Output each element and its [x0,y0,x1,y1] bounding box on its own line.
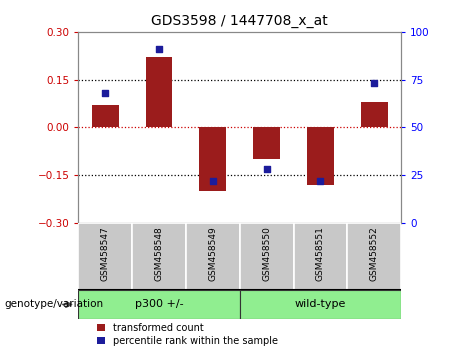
Point [155,46,163,52]
Bar [240,223,294,290]
Point [263,167,270,172]
Bar [253,127,280,159]
Bar [307,127,334,185]
Text: GSM458551: GSM458551 [316,227,325,281]
Text: GSM458549: GSM458549 [208,227,217,281]
Text: GSM458547: GSM458547 [101,227,110,281]
Bar [240,290,401,319]
Bar [294,223,347,290]
Bar [132,223,186,290]
Bar [78,223,132,290]
Text: GSM458548: GSM458548 [154,227,164,281]
Bar [361,102,388,127]
Title: GDS3598 / 1447708_x_at: GDS3598 / 1447708_x_at [151,14,328,28]
Text: genotype/variation: genotype/variation [5,299,104,309]
Point [371,81,378,86]
Bar [347,223,401,290]
Text: wild-type: wild-type [295,299,346,309]
Bar [146,57,172,127]
Point [101,90,109,96]
Point [317,178,324,184]
Point [209,178,217,184]
Bar [92,105,118,127]
Bar [199,127,226,191]
Text: GSM458552: GSM458552 [370,227,378,281]
Legend: transformed count, percentile rank within the sample: transformed count, percentile rank withi… [97,323,278,346]
Text: p300 +/-: p300 +/- [135,299,183,309]
Bar [186,223,240,290]
Text: GSM458550: GSM458550 [262,227,271,281]
Bar [78,290,240,319]
